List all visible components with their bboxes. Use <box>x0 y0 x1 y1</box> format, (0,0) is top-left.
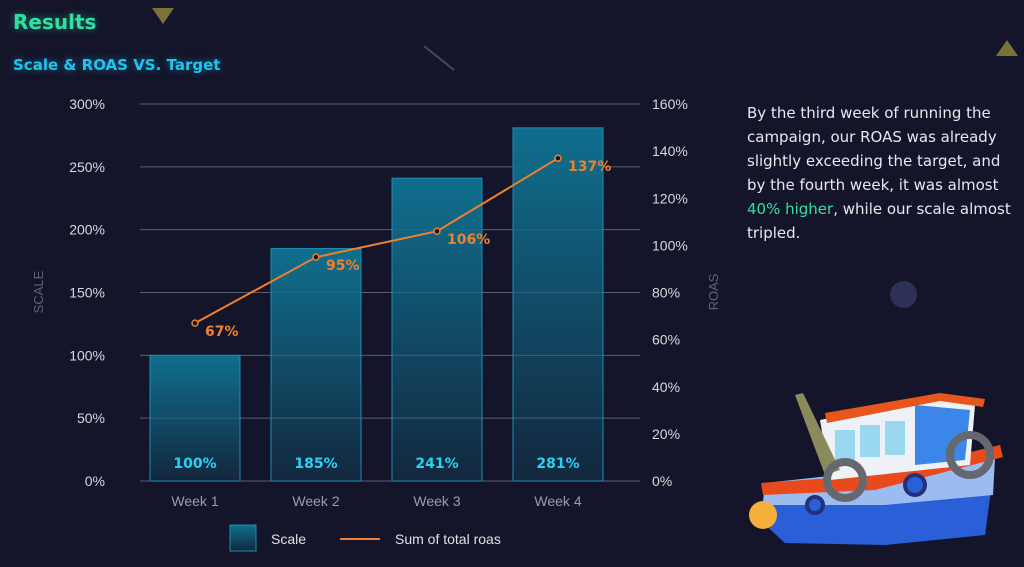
roas-point <box>433 227 441 235</box>
y2-tick-label: 60% <box>652 332 680 348</box>
roas-point <box>191 319 199 327</box>
x-tick-label: Week 4 <box>534 493 581 509</box>
legend-scale-swatch <box>229 524 257 552</box>
bar-label: 241% <box>415 456 458 472</box>
x-tick-label: Week 2 <box>292 493 339 509</box>
y-tick-label: 200% <box>69 222 105 238</box>
results-title: Results <box>13 10 97 34</box>
bar <box>149 354 241 482</box>
bar-label: 185% <box>294 456 337 472</box>
description: By the third week of running the campaig… <box>747 101 1017 245</box>
roas-label: 67% <box>205 324 239 340</box>
roas-line <box>194 157 559 325</box>
y-axis-label: SCALE <box>31 270 46 313</box>
x-tick-label: Week 3 <box>413 493 460 509</box>
circle-decoration-icon <box>890 281 917 308</box>
roas-point <box>554 154 562 162</box>
x-tick-label: Week 1 <box>171 493 218 509</box>
roas-label: 95% <box>326 258 360 274</box>
y2-tick-label: 40% <box>652 379 680 395</box>
y2-tick-label: 160% <box>652 96 688 112</box>
description-highlight: 40% higher <box>747 200 834 218</box>
bar-label: 281% <box>536 456 579 472</box>
y-tick-label: 0% <box>85 473 105 489</box>
y2-tick-label: 20% <box>652 426 680 442</box>
description-text-end: , while our scale almost tripled. <box>747 200 1011 242</box>
y-tick-label: 300% <box>69 96 105 112</box>
legend-scale-label: Scale <box>271 531 306 547</box>
y2-tick-label: 80% <box>652 285 680 301</box>
y-tick-label: 100% <box>69 347 105 363</box>
roas-label: 106% <box>447 232 490 248</box>
y2-tick-label: 100% <box>652 237 688 253</box>
y-tick-label: 150% <box>69 285 105 301</box>
triangle-decoration-icon <box>152 8 174 24</box>
y2-tick-label: 120% <box>652 190 688 206</box>
bar <box>512 127 604 482</box>
bar-label: 100% <box>173 456 216 472</box>
y2-axis-label: ROAS <box>706 273 720 310</box>
y-tick-label: 250% <box>69 159 105 175</box>
bar <box>270 248 362 482</box>
roas-point <box>312 253 320 261</box>
line-decoration-icon <box>423 45 455 71</box>
triangle-decoration-icon <box>996 40 1018 56</box>
y2-tick-label: 140% <box>652 143 688 159</box>
y-tick-label: 50% <box>77 410 105 426</box>
description-text: By the third week of running the campaig… <box>747 104 1001 194</box>
legend-roas-label: Sum of total roas <box>395 531 501 547</box>
chart: 0% 50% 100% 150% 200% 250% 300% 0% 20% 40% 60% 80% 1… <box>31 96 720 552</box>
roas-label: 137% <box>568 159 611 175</box>
bar <box>391 177 483 482</box>
chart-title: Scale & ROAS VS. Target <box>13 56 221 74</box>
y2-tick-label: 0% <box>652 473 672 489</box>
boat-illustration <box>749 393 1003 545</box>
